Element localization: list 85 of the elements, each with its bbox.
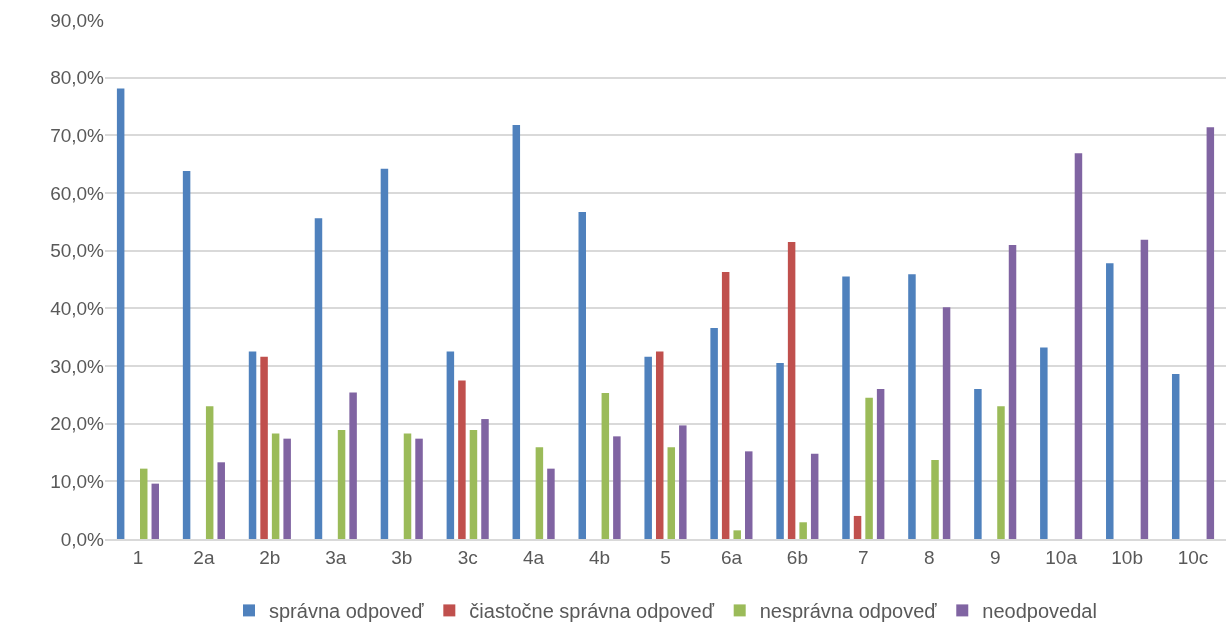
bar xyxy=(116,88,125,539)
x-tick-label: 6b xyxy=(786,546,808,568)
bar xyxy=(248,351,257,539)
x-tick-label: 2b xyxy=(259,546,281,568)
bar xyxy=(644,356,652,539)
bar xyxy=(799,522,807,539)
bar xyxy=(535,447,544,539)
bar xyxy=(1206,127,1215,539)
legend-label: čiastočne správna odpoveď xyxy=(469,600,715,623)
x-tick-label: 9 xyxy=(989,546,1001,568)
x-tick-label: 8 xyxy=(923,546,935,568)
x-tick-label: 7 xyxy=(858,546,869,568)
bar xyxy=(217,462,225,539)
bar xyxy=(349,392,357,539)
bar xyxy=(853,515,862,539)
y-tick-label: 80,0% xyxy=(50,67,105,89)
y-tick-label: 50,0% xyxy=(50,240,105,262)
bar xyxy=(613,436,621,539)
bar xyxy=(182,171,191,539)
bar xyxy=(415,438,423,539)
legend-label: nesprávna odpoveď xyxy=(759,600,938,623)
bar xyxy=(283,438,291,539)
bar xyxy=(997,406,1005,539)
bar xyxy=(776,363,784,539)
bar xyxy=(260,356,268,539)
bar xyxy=(865,397,873,539)
x-tick-label: 10b xyxy=(1111,546,1143,568)
bar xyxy=(733,530,741,539)
x-tick-label: 10a xyxy=(1045,546,1078,568)
bar xyxy=(931,460,939,539)
bar xyxy=(314,218,323,539)
bar xyxy=(205,406,214,539)
bar xyxy=(458,380,466,539)
x-tick-label: 5 xyxy=(660,546,671,568)
x-tick-label: 4b xyxy=(588,546,611,568)
x-tick-label: 4a xyxy=(523,546,545,568)
bar xyxy=(139,468,148,539)
bar xyxy=(1171,374,1180,539)
y-tick-label: 0,0% xyxy=(60,528,105,550)
bar xyxy=(469,430,478,539)
y-tick-label: 10,0% xyxy=(50,470,105,492)
x-tick-label: 3a xyxy=(325,546,347,568)
bar xyxy=(1008,244,1017,539)
bar xyxy=(942,307,951,539)
bar xyxy=(380,168,389,539)
x-tick-label: 10c xyxy=(1177,546,1209,568)
y-tick-label: 90,0% xyxy=(50,9,105,31)
x-tick-label: 2a xyxy=(193,546,215,568)
bar xyxy=(810,453,819,539)
bar xyxy=(578,212,586,539)
y-tick-label: 40,0% xyxy=(50,297,105,319)
bar xyxy=(679,425,687,539)
bar xyxy=(745,451,753,539)
y-tick-label: 60,0% xyxy=(50,182,105,204)
x-tick-label: 3b xyxy=(391,546,413,568)
bar xyxy=(446,351,455,539)
x-tick-label: 1 xyxy=(132,546,144,568)
bar xyxy=(842,276,850,539)
bar xyxy=(547,468,555,539)
bar xyxy=(271,433,280,539)
bar xyxy=(1106,263,1114,539)
y-tick-label: 30,0% xyxy=(50,355,105,377)
bar xyxy=(403,433,412,539)
legend-label: neodpovedal xyxy=(982,600,1097,623)
bar xyxy=(908,274,916,539)
bar xyxy=(337,430,346,539)
bar xyxy=(710,327,718,539)
bar xyxy=(655,351,664,539)
bar xyxy=(151,483,160,539)
bar xyxy=(876,389,885,539)
bar xyxy=(721,272,730,539)
bar xyxy=(601,393,610,539)
bar xyxy=(512,124,521,539)
bar xyxy=(1074,153,1083,539)
bar xyxy=(481,419,489,539)
bar xyxy=(1140,239,1149,539)
y-tick-label: 20,0% xyxy=(50,413,105,435)
x-tick-label: 3c xyxy=(457,546,478,568)
y-tick-label: 70,0% xyxy=(50,124,105,146)
bar xyxy=(667,447,676,539)
legend-label: správna odpoveď xyxy=(269,600,425,623)
bar xyxy=(974,389,982,539)
bar xyxy=(1040,347,1048,539)
x-tick-label: 6a xyxy=(720,546,743,568)
bar xyxy=(787,242,796,539)
